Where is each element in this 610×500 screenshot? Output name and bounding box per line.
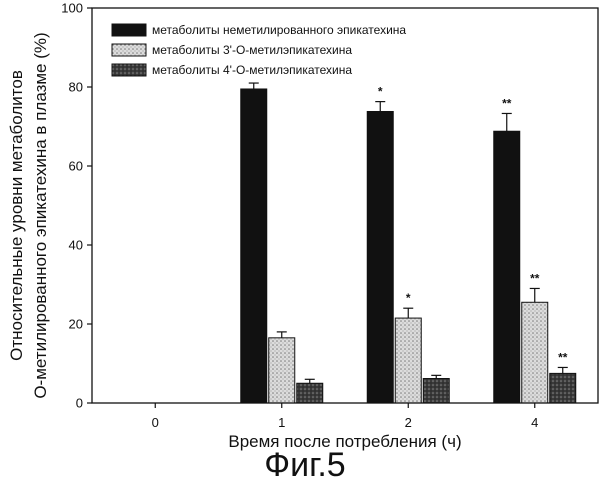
bar (366, 110, 394, 404)
significance-marker: ** (502, 96, 512, 110)
y-tick-label: 20 (69, 317, 83, 332)
axes: 0 20 40 60 80 100 0 1 2 4 (61, 1, 599, 430)
figure-caption: Фиг.5 (264, 446, 346, 484)
legend-swatch (111, 63, 147, 77)
plot-area: ******** (240, 82, 577, 404)
bar (521, 301, 549, 404)
x-tick-label: 1 (278, 415, 285, 430)
y-axis-title-line-1: Относительные уровни метаболитов (7, 70, 26, 361)
bar (268, 337, 296, 404)
y-axis-title-line-2: О-метилированного эпикатехина в плазме (… (31, 32, 50, 398)
y-tick-label: 0 (76, 396, 83, 411)
y-tick-label: 80 (69, 80, 83, 95)
legend-label: метаболиты 3'-O-метилэпикатехина (152, 43, 352, 57)
y-tick-label: 60 (69, 159, 83, 174)
legend-label: метаболиты неметилированного эпикатехина (152, 23, 406, 37)
x-axis-title: Время после потребления (ч) (228, 432, 461, 451)
x-tick-label: 2 (405, 415, 412, 430)
x-tick-label: 0 (152, 415, 159, 430)
bar (296, 382, 324, 404)
x-tick-label: 4 (531, 415, 538, 430)
y-tick-label: 40 (69, 238, 83, 253)
bar (549, 372, 577, 404)
y-tick-label: 100 (61, 1, 83, 16)
bar (240, 88, 268, 404)
significance-marker: * (406, 291, 411, 305)
significance-marker: * (378, 85, 383, 99)
legend-label: метаболиты 4'-O-метилэпикатехина (152, 63, 352, 77)
legend: метаболиты неметилированного эпикатехина… (111, 23, 406, 77)
bar (493, 130, 521, 404)
significance-marker: ** (558, 350, 568, 364)
bar (394, 317, 422, 404)
significance-marker: ** (530, 271, 540, 285)
plot-frame (91, 7, 599, 404)
legend-swatch (111, 23, 147, 37)
legend-swatch (111, 43, 147, 57)
bar (422, 378, 450, 404)
